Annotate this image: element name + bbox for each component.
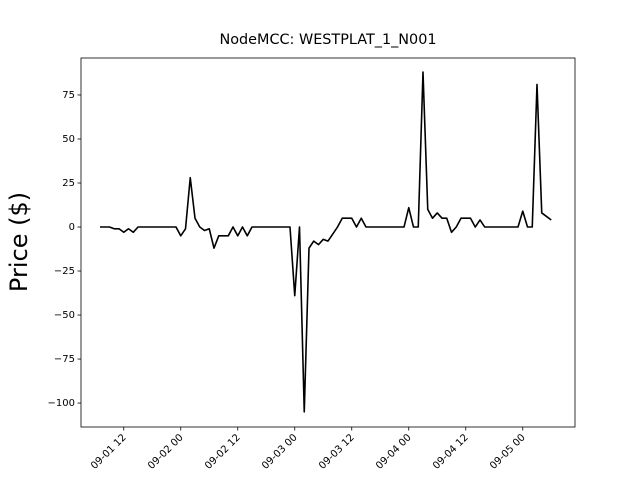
y-tick-label: 75 [62, 90, 75, 101]
x-tick-label: 09-03 00 [260, 432, 300, 472]
x-tick-label: 09-04 12 [431, 432, 471, 472]
y-tick-label: −100 [48, 398, 75, 409]
y-axis-label: Price ($) [5, 192, 33, 292]
price-line [100, 71, 552, 413]
x-tick-label: 09-04 00 [374, 432, 414, 472]
y-tick-label: 0 [69, 222, 75, 233]
y-tick-label: 50 [62, 134, 75, 145]
x-tick-label: 09-03 12 [317, 432, 357, 472]
x-tick-label: 09-02 12 [203, 432, 243, 472]
x-tick-label: 09-02 00 [146, 432, 186, 472]
y-tick-label: −50 [54, 310, 75, 321]
y-tick-label: −75 [54, 354, 75, 365]
plot-frame [80, 57, 576, 428]
chart-title: NodeMCC: WESTPLAT_1_N001 [219, 32, 436, 48]
y-tick-label: 25 [62, 178, 75, 189]
x-tick-label: 09-01 12 [89, 432, 129, 472]
x-tick-label: 09-05 00 [488, 432, 528, 472]
y-tick-label: −25 [54, 266, 75, 277]
